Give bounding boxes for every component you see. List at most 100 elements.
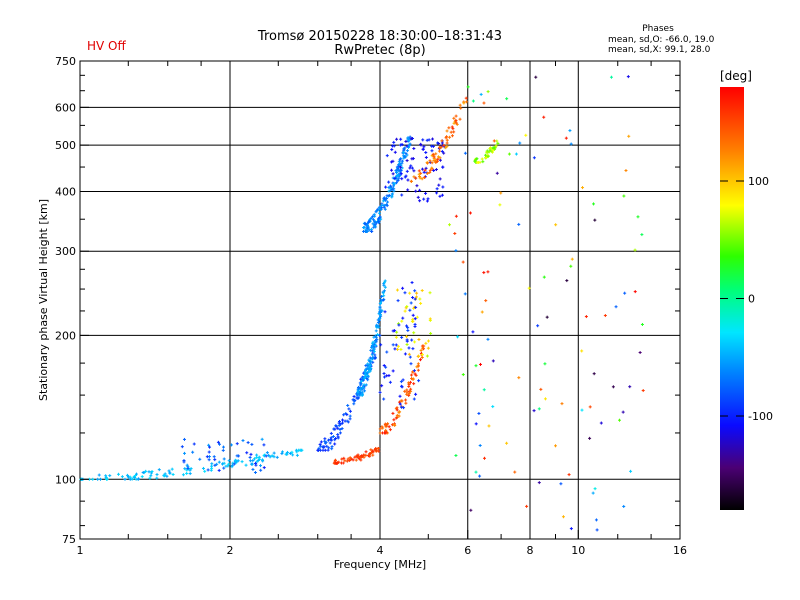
point-mark <box>486 150 488 154</box>
scatter-point <box>398 158 402 162</box>
scatter-point <box>475 157 479 161</box>
point-mark <box>393 144 395 148</box>
point-mark <box>408 145 410 149</box>
scatter-point <box>291 453 295 457</box>
point-mark <box>390 184 392 188</box>
point-mark <box>377 318 379 322</box>
scatter-point <box>426 171 430 175</box>
scatter-point <box>319 440 323 444</box>
point-mark <box>492 148 494 152</box>
point-mark <box>326 444 328 448</box>
point-mark <box>393 182 395 186</box>
point-mark <box>499 203 501 207</box>
point-mark <box>386 154 388 158</box>
scatter-point <box>205 455 209 459</box>
scatter-point <box>428 317 432 321</box>
point-mark <box>453 121 455 125</box>
scatter-point <box>329 437 333 441</box>
scatter-point <box>419 301 423 305</box>
point-mark <box>286 450 288 454</box>
point-mark <box>320 444 322 448</box>
scatter-point <box>280 450 284 454</box>
scatter-point <box>486 155 490 159</box>
point-mark <box>184 467 186 471</box>
point-mark <box>399 402 401 406</box>
point-mark <box>399 394 401 398</box>
scatter-point <box>534 75 538 79</box>
point-mark <box>362 375 364 379</box>
point-mark <box>365 229 367 233</box>
point-mark <box>206 455 208 459</box>
point-mark <box>378 319 380 323</box>
scatter-point <box>340 427 344 431</box>
point-mark <box>386 350 388 354</box>
y-tick-label: 200 <box>55 329 76 342</box>
minor-ticks <box>80 61 680 539</box>
point-mark <box>409 355 411 359</box>
point-mark <box>382 199 384 203</box>
scatter-point <box>479 92 483 96</box>
colorbar-tick-label: 100 <box>748 175 769 188</box>
point-mark <box>600 421 602 425</box>
scatter-point <box>594 518 598 522</box>
colorbar-tick-label: 0 <box>748 293 755 306</box>
point-mark <box>386 374 388 378</box>
scatter-point <box>430 166 434 170</box>
scatter-point <box>272 455 276 459</box>
point-mark <box>388 186 390 190</box>
scatter-point <box>360 455 364 459</box>
scatter-point <box>445 129 449 133</box>
scatter-point <box>438 145 442 149</box>
point-mark <box>268 453 270 457</box>
scatter-point <box>441 165 445 169</box>
scatter-point <box>409 164 413 168</box>
point-mark <box>393 187 395 191</box>
point-mark <box>466 100 468 104</box>
point-mark <box>372 222 374 226</box>
scatter-point <box>404 306 408 310</box>
point-mark <box>417 362 419 366</box>
point-mark <box>328 438 330 442</box>
scatter-point <box>370 357 374 361</box>
point-mark <box>378 325 380 329</box>
scatter-point <box>209 468 213 472</box>
point-mark <box>369 365 371 369</box>
point-mark <box>596 528 598 532</box>
scatter-point <box>408 308 412 312</box>
scatter-point <box>364 453 368 457</box>
point-mark <box>390 186 392 190</box>
scatter-point <box>477 411 481 415</box>
point-mark <box>362 378 364 382</box>
point-mark <box>394 423 396 427</box>
point-mark <box>387 200 389 204</box>
point-mark <box>412 157 414 161</box>
point-mark <box>135 472 137 476</box>
scatter-point <box>357 455 361 459</box>
point-mark <box>425 151 427 155</box>
scatter-point <box>569 142 573 146</box>
scatter-point <box>364 228 368 232</box>
scatter-point <box>480 310 484 314</box>
scatter-point <box>364 369 368 373</box>
point-mark <box>474 158 476 162</box>
scatter-point <box>407 393 411 397</box>
scatter-point <box>375 209 379 213</box>
scatter-point <box>416 195 420 199</box>
scatter-point <box>393 176 397 180</box>
point-mark <box>535 75 537 79</box>
point-mark <box>399 173 401 177</box>
scatter-point <box>399 347 403 351</box>
scatter-point <box>570 257 574 261</box>
point-mark <box>543 275 545 279</box>
scatter-point <box>403 389 407 393</box>
point-mark <box>413 147 415 151</box>
scatter-point <box>492 139 496 143</box>
point-mark <box>408 346 410 350</box>
point-mark <box>361 454 363 458</box>
point-mark <box>355 458 357 462</box>
point-mark <box>378 217 380 221</box>
scatter-point <box>437 183 441 187</box>
scatter-point <box>397 411 401 415</box>
point-mark <box>427 197 429 201</box>
scatter-point <box>262 466 266 470</box>
